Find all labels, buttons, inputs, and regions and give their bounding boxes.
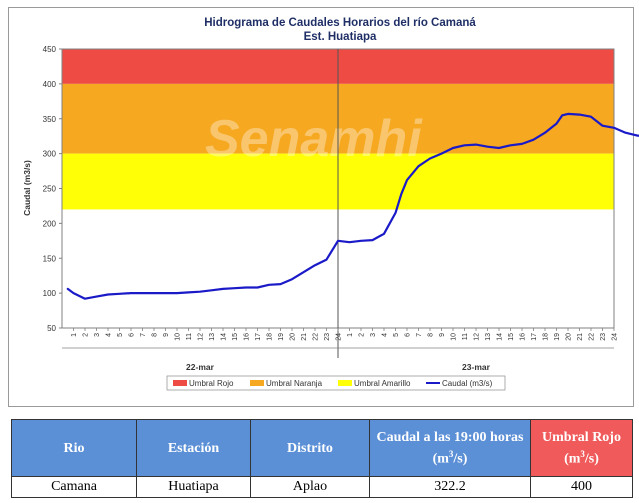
header-caudal-sup: 3 (448, 448, 454, 459)
header-umbral-unit: /s) (584, 451, 599, 467)
legend-label-red: Umbral Rojo (189, 379, 234, 388)
x-tick-label: 18 (267, 333, 274, 341)
senamhi-watermark: Senamhi (205, 110, 423, 168)
x-axis: 1 2 3 4 5 6 7 8 9 10 11 12 13 14 15 16 17 18 19 20 21 22 23 24 1… (62, 328, 619, 349)
x-tick-label: 2 (359, 333, 366, 337)
header-caudal-text: Caudal a las 19:00 horas (m (376, 429, 524, 467)
x-tick-label: 21 (301, 333, 308, 341)
y-tick-label: 400 (43, 80, 57, 89)
x-tick-label: 19 (554, 333, 561, 341)
series-line-caudal (66, 112, 639, 300)
x-tick-label: 11 (462, 333, 469, 340)
x-tick-label: 8 (428, 333, 435, 337)
x-tick-label: 14 (497, 333, 504, 341)
x-tick-label: 22 (313, 333, 320, 341)
header-estacion: Estación (136, 419, 251, 477)
x-tick-label: 24 (336, 333, 343, 341)
x-tick-label: 5 (393, 333, 400, 337)
x-tick-label: 17 (531, 333, 538, 341)
header-umbral-text: Umbral Rojo (m (542, 429, 621, 467)
y-tick-label: 200 (43, 219, 57, 228)
legend-swatch-orange (250, 380, 264, 386)
x-tick-label: 1 (347, 333, 354, 337)
x-tick-label: 12 (198, 333, 205, 341)
x-tick-label: 9 (163, 333, 170, 337)
legend-swatch-yellow (338, 380, 352, 386)
y-tick-label: 350 (43, 115, 57, 124)
header-umbral-sup: 3 (580, 448, 585, 459)
x-tick-label: 16 (520, 333, 527, 341)
x-tick-label: 9 (439, 333, 446, 337)
x-tick-label: 10 (175, 333, 182, 341)
y-tick-label: 100 (43, 289, 57, 298)
header-caudal: Caudal a las 19:00 horas (m3/s) (369, 419, 531, 477)
table-header-row: Rio Estación Distrito Caudal a las 19:00… (11, 419, 633, 477)
x-tick-label: 4 (382, 333, 389, 337)
y-tick-label: 50 (47, 324, 56, 333)
hydrograph-chart: Hidrograma de Caudales Horarios del río … (22, 17, 639, 391)
x-tick-label: 16 (244, 333, 251, 341)
y-axis-label: Caudal (m3/s) (22, 160, 32, 216)
day-label-22-mar: 22-mar (186, 362, 215, 372)
x-tick-label: 6 (405, 333, 412, 337)
x-tick-label: 6 (129, 333, 136, 337)
x-tick-label: 3 (370, 333, 377, 337)
chart-subtitle: Est. Huatiapa (304, 31, 377, 43)
x-tick-label: 8 (152, 333, 159, 337)
y-tick-label: 300 (43, 150, 57, 159)
y-axis: 50 100 150 200 250 300 350 400 450 (43, 45, 62, 333)
legend-box (166, 375, 506, 391)
x-tick-label: 5 (117, 333, 124, 337)
day-label-23-mar: 23-mar (462, 362, 491, 372)
cell-distrito: Aplao (250, 476, 370, 498)
x-tick-label: 22 (589, 333, 596, 341)
x-tick-label: 19 (278, 333, 285, 341)
x-tick-label: 23 (324, 333, 331, 341)
x-tick-label: 10 (451, 333, 458, 341)
station-summary-table: Rio Estación Distrito Caudal a las 19:00… (11, 419, 633, 498)
x-tick-label: 2 (83, 333, 90, 337)
x-tick-label: 1 (71, 333, 78, 337)
x-tick-label: 18 (543, 333, 550, 341)
x-tick-label: 7 (416, 333, 423, 337)
legend-label-caudal: Caudal (m3/s) (442, 379, 493, 388)
header-rio: Rio (11, 419, 137, 477)
x-tick-label: 13 (209, 333, 216, 341)
x-tick-label: 3 (94, 333, 101, 337)
cell-rio: Camana (11, 476, 137, 498)
legend-swatch-red (173, 380, 187, 386)
legend: Umbral Rojo Umbral Naranja Umbral Amaril… (166, 375, 506, 391)
x-tick-label: 20 (566, 333, 573, 341)
x-tick-label: 13 (485, 333, 492, 341)
x-tick-label: 17 (255, 333, 262, 341)
x-tick-label: 23 (600, 333, 607, 341)
x-tick-label: 11 (186, 333, 193, 340)
x-tick-label: 21 (577, 333, 584, 341)
x-tick-label: 15 (232, 333, 239, 341)
y-tick-label: 250 (43, 185, 57, 194)
cell-estacion: Huatiapa (136, 476, 251, 498)
x-tick-label: 12 (474, 333, 481, 341)
cell-umbral: 400 (530, 476, 633, 498)
y-tick-label: 150 (43, 254, 57, 263)
chart-title: Hidrograma de Caudales Horarios del río … (204, 17, 476, 29)
x-tick-label: 4 (106, 333, 113, 337)
legend-label-orange: Umbral Naranja (266, 379, 323, 388)
series-layer (66, 112, 639, 300)
x-tick-label: 15 (508, 333, 515, 341)
cell-caudal: 322.2 (369, 476, 531, 498)
x-tick-label: 24 (612, 333, 619, 341)
y-tick-label: 450 (43, 45, 57, 54)
x-tick-label: 7 (140, 333, 147, 337)
header-caudal-unit: /s) (453, 451, 468, 467)
header-distrito: Distrito (250, 419, 370, 477)
header-umbral-rojo: Umbral Rojo (m3/s) (530, 419, 633, 477)
x-tick-label: 20 (290, 333, 297, 341)
legend-label-yellow: Umbral Amarillo (354, 379, 411, 388)
table-row: Camana Huatiapa Aplao 322.2 400 (11, 476, 633, 498)
x-tick-label: 14 (221, 333, 228, 341)
